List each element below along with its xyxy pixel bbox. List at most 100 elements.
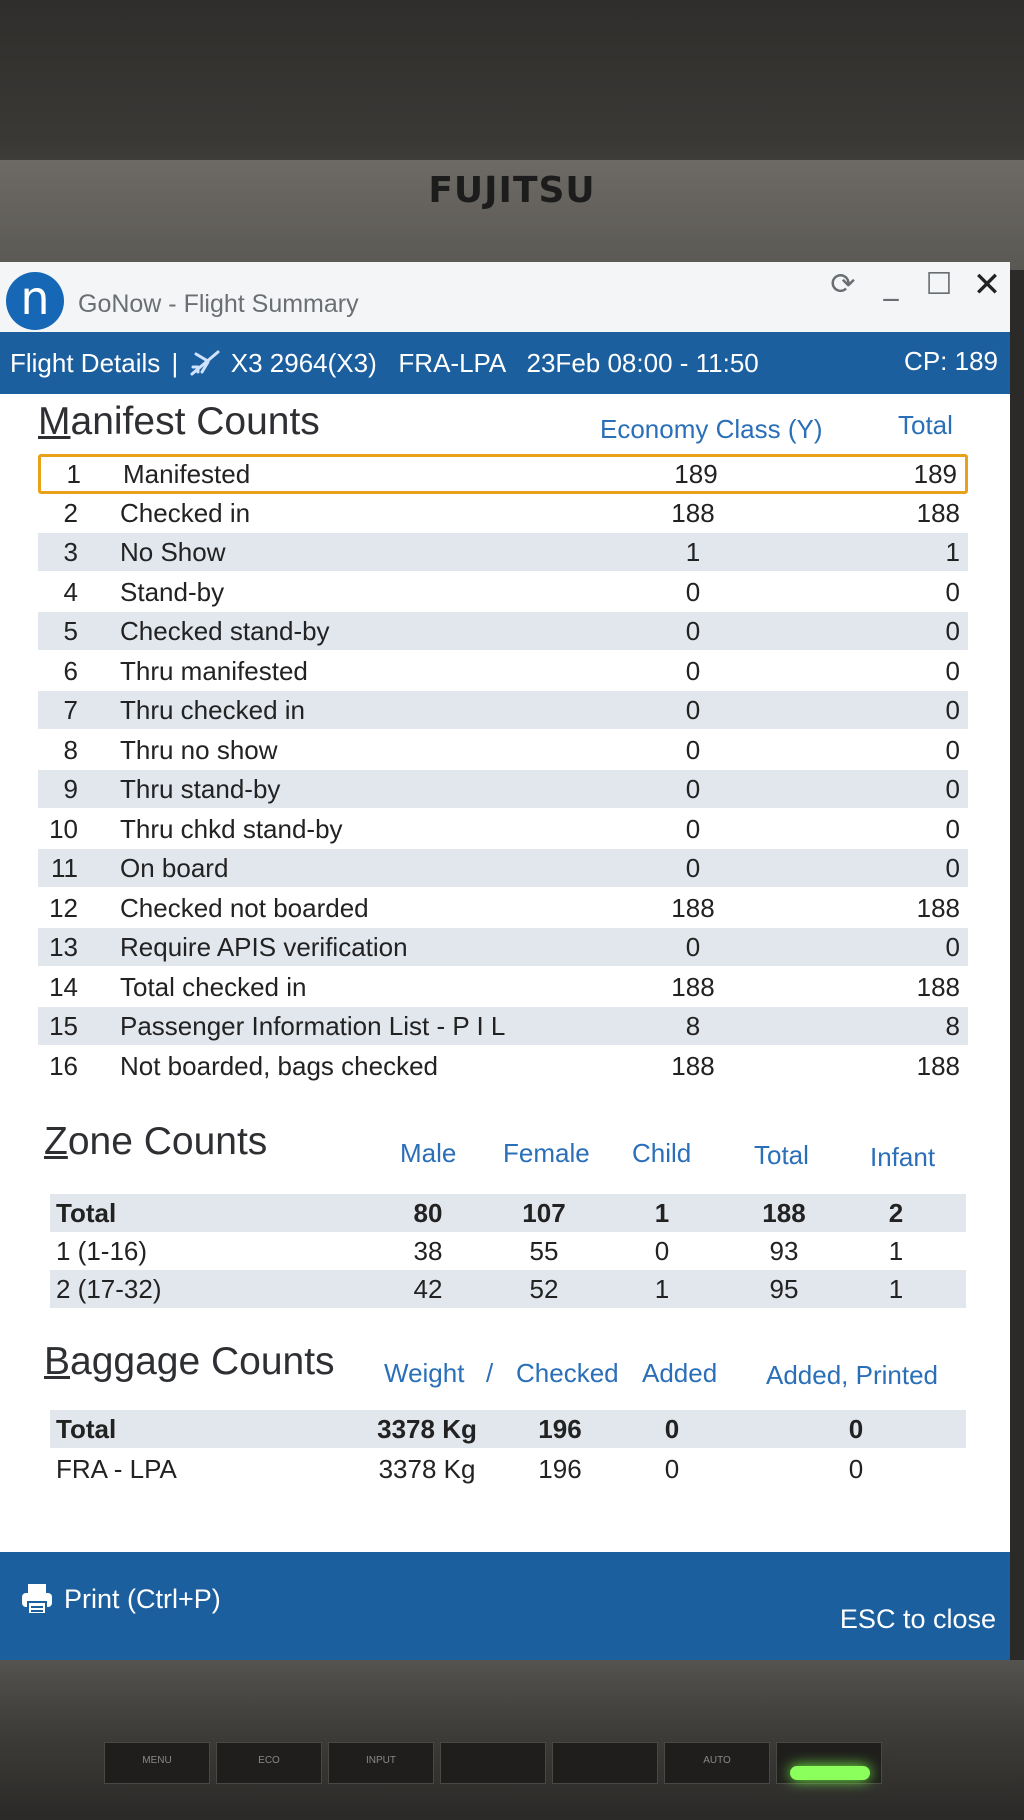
economy-value: 0	[685, 813, 701, 844]
row-label: Passenger Information List - P I L	[120, 1011, 506, 1041]
zone-total-value: 93	[769, 1236, 799, 1266]
zone-female-value: 55	[529, 1236, 559, 1266]
total-value: 188	[916, 892, 960, 923]
total-value: 1	[945, 537, 960, 567]
zone-name: 1 (1-16)	[56, 1236, 148, 1266]
baggage-checked-header: Checked	[516, 1358, 619, 1388]
footer-bar: Print (Ctrl+P) ESC to close	[0, 1552, 1010, 1660]
row-number: 14	[49, 971, 78, 1002]
total-value: 0	[945, 932, 960, 962]
minimize-button[interactable]: _	[883, 267, 899, 302]
monitor-button[interactable]	[440, 1742, 546, 1784]
baggage-checked-value: 196	[538, 1414, 582, 1444]
flight-summary-window: n GoNow - Flight Summary ⟳ _ ☐ ✕ Flight …	[0, 262, 1010, 1660]
row-number: 8	[63, 734, 78, 765]
power-led	[790, 1766, 870, 1780]
total-value: 0	[945, 576, 960, 607]
manifest-row: 13 Require APIS verification 0 0	[38, 928, 968, 966]
zone-name: 2 (17-32)	[56, 1274, 162, 1304]
manifest-row: 3 No Show 1 1	[38, 533, 968, 571]
flight-route: FRA-LPA	[398, 348, 505, 378]
close-button[interactable]: ✕	[972, 265, 1002, 305]
row-label: Total checked in	[120, 971, 307, 1002]
zone-male-header: Male	[400, 1138, 457, 1168]
monitor-button[interactable]: INPUT	[328, 1742, 434, 1784]
economy-value: 188	[671, 892, 715, 923]
maximize-button[interactable]: ☐	[925, 267, 953, 302]
monitor-button[interactable]: ECO	[216, 1742, 322, 1784]
row-label: Thru checked in	[120, 695, 305, 725]
esc-close-hint[interactable]: ESC to close	[839, 1604, 996, 1634]
row-label: Thru stand-by	[120, 774, 281, 804]
economy-value: 188	[671, 497, 715, 528]
row-number: 16	[49, 1050, 78, 1081]
refresh-icon[interactable]: ⟳	[830, 267, 856, 302]
monitor-bezel-bottom	[0, 1660, 1024, 1820]
monitor-frame	[0, 160, 1024, 270]
zone-row: 2 (17-32) 42 52 1 95 1	[50, 1270, 966, 1308]
baggage-printed-value: 0	[848, 1454, 864, 1484]
row-number: 12	[49, 892, 78, 923]
monitor-button[interactable]	[552, 1742, 658, 1784]
zone-row: Total 80 107 1 188 2	[50, 1194, 966, 1232]
zone-child-value: 1	[654, 1198, 670, 1228]
zone-name: Total	[56, 1198, 117, 1228]
manifest-row: 4 Stand-by 0 0	[38, 573, 968, 611]
economy-value: 0	[685, 655, 701, 686]
zone-infant-value: 2	[888, 1198, 904, 1228]
row-number: 10	[49, 813, 78, 844]
zone-child-value: 1	[654, 1274, 670, 1304]
row-label: Not boarded, bags checked	[120, 1050, 438, 1081]
total-value: 8	[945, 1011, 960, 1041]
row-label: Manifested	[123, 459, 251, 489]
print-button[interactable]: Print (Ctrl+P)	[20, 1582, 221, 1616]
economy-value: 8	[685, 1011, 701, 1041]
economy-value: 0	[685, 576, 701, 607]
total-value: 0	[945, 695, 960, 725]
manifest-row: 9 Thru stand-by 0 0	[38, 770, 968, 808]
row-label: Require APIS verification	[120, 932, 408, 962]
baggage-weight-value: 3378 Kg	[377, 1414, 477, 1444]
baggage-added-header: Added	[642, 1358, 718, 1388]
manifest-row: 8 Thru no show 0 0	[38, 731, 968, 769]
row-label: Stand-by	[120, 576, 225, 607]
zone-child-header: Child	[632, 1138, 692, 1168]
baggage-added-value: 0	[664, 1414, 680, 1444]
title-bar: n GoNow - Flight Summary ⟳ _ ☐ ✕	[0, 262, 1010, 332]
economy-value: 0	[685, 695, 701, 725]
row-number: 2	[63, 497, 78, 528]
manifest-total-header: Total	[898, 410, 953, 440]
row-label: Thru manifested	[120, 655, 308, 686]
printer-icon	[22, 1584, 52, 1615]
zone-counts-title: Zone Counts	[44, 1120, 268, 1163]
baggage-checked-value: 196	[538, 1454, 582, 1484]
economy-class-header: Economy Class (Y)	[600, 414, 823, 444]
row-number: 9	[63, 774, 78, 804]
row-number: 11	[51, 853, 78, 883]
zone-total-value: 188	[762, 1198, 806, 1228]
zone-child-value: 0	[654, 1236, 670, 1266]
total-value: 0	[945, 734, 960, 765]
row-number: 4	[63, 576, 78, 607]
total-value: 0	[945, 655, 960, 686]
row-number: 7	[63, 695, 78, 725]
row-label: Checked in	[120, 497, 251, 528]
zone-total-value: 95	[769, 1274, 799, 1304]
row-number: 3	[63, 537, 78, 567]
baggage-weight-header: Weight	[384, 1358, 465, 1388]
baggage-counts-title: Baggage Counts	[44, 1340, 335, 1383]
zone-male-value: 42	[413, 1274, 443, 1304]
total-value: 188	[916, 497, 960, 528]
row-number: 5	[63, 616, 78, 646]
row-label: Checked stand-by	[120, 616, 330, 646]
manifest-row: 16 Not boarded, bags checked 188 188	[38, 1047, 968, 1085]
monitor-button[interactable]: AUTO	[664, 1742, 770, 1784]
zone-total-header: Total	[754, 1140, 809, 1170]
manifest-row: 14 Total checked in 188 188	[38, 968, 968, 1006]
total-value: 0	[945, 774, 960, 804]
row-label: On board	[120, 853, 229, 883]
monitor-button[interactable]: MENU	[104, 1742, 210, 1784]
zone-infant-header: Infant	[870, 1142, 936, 1172]
zone-female-value: 52	[529, 1274, 559, 1304]
row-label: No Show	[120, 537, 226, 567]
